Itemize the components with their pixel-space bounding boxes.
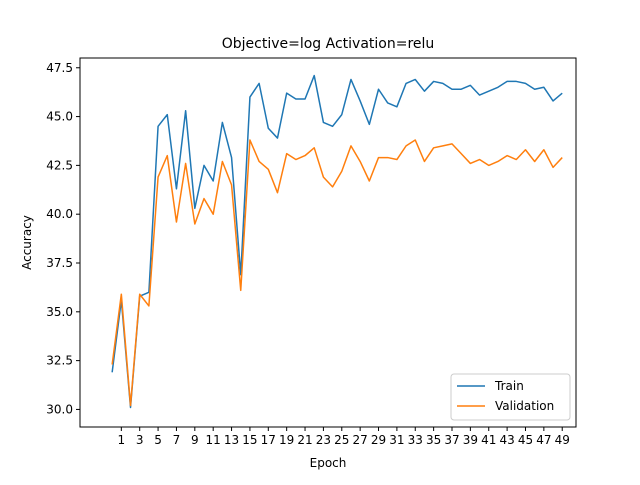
y-axis-title: Accuracy xyxy=(20,215,34,270)
x-tick-label: 35 xyxy=(426,433,441,447)
x-tick-label: 3 xyxy=(136,433,144,447)
chart-title: Objective=log Activation=relu xyxy=(222,36,435,52)
y-tick-label: 37.5 xyxy=(46,256,73,270)
series-line-validation xyxy=(111,139,563,407)
y-tick-label: 32.5 xyxy=(46,354,73,368)
x-axis-title: Epoch xyxy=(310,456,347,470)
legend: Train Validation xyxy=(450,373,571,421)
x-tick-label: 39 xyxy=(463,433,478,447)
x-tick-label: 9 xyxy=(191,433,199,447)
x-tick-label: 31 xyxy=(389,433,404,447)
y-tick-label: 47.5 xyxy=(46,61,73,75)
x-tick-label: 45 xyxy=(518,433,533,447)
x-tick-label: 15 xyxy=(242,433,257,447)
x-tick-label: 1 xyxy=(118,433,126,447)
y-axis: 30.0 32.5 35.0 37.5 40.0 42.5 45.0 47.5 xyxy=(46,61,80,416)
x-tick-label: 33 xyxy=(408,433,423,447)
y-tick-label: 35.0 xyxy=(46,305,73,319)
x-tick-label: 11 xyxy=(206,433,221,447)
x-tick-label: 17 xyxy=(261,433,276,447)
y-tick-label: 42.5 xyxy=(46,158,73,172)
x-tick-label: 43 xyxy=(499,433,514,447)
plot-frame xyxy=(79,57,577,428)
series-layer xyxy=(111,74,563,409)
x-tick-label: 41 xyxy=(481,433,496,447)
x-tick-label: 29 xyxy=(371,433,386,447)
x-tick-label: 49 xyxy=(555,433,570,447)
x-tick-label: 47 xyxy=(536,433,551,447)
series-line-train xyxy=(111,74,563,409)
x-tick-label: 23 xyxy=(316,433,331,447)
y-tick-label: 30.0 xyxy=(46,402,73,416)
x-tick-label: 27 xyxy=(353,433,368,447)
legend-label-train: Train xyxy=(494,379,524,393)
y-tick-label: 40.0 xyxy=(46,207,73,221)
legend-label-validation: Validation xyxy=(495,399,554,413)
x-tick-label: 7 xyxy=(173,433,181,447)
x-tick-label: 25 xyxy=(334,433,349,447)
x-tick-label: 19 xyxy=(279,433,294,447)
x-axis: 1 3 5 7 9 11 13 15 17 19 21 23 25 27 29 31 33 35 37 39 41 43 4… xyxy=(118,427,570,447)
x-tick-label: 21 xyxy=(297,433,312,447)
x-tick-label: 5 xyxy=(154,433,162,447)
x-tick-label: 13 xyxy=(224,433,239,447)
x-tick-label: 37 xyxy=(444,433,459,447)
y-tick-label: 45.0 xyxy=(46,110,73,124)
